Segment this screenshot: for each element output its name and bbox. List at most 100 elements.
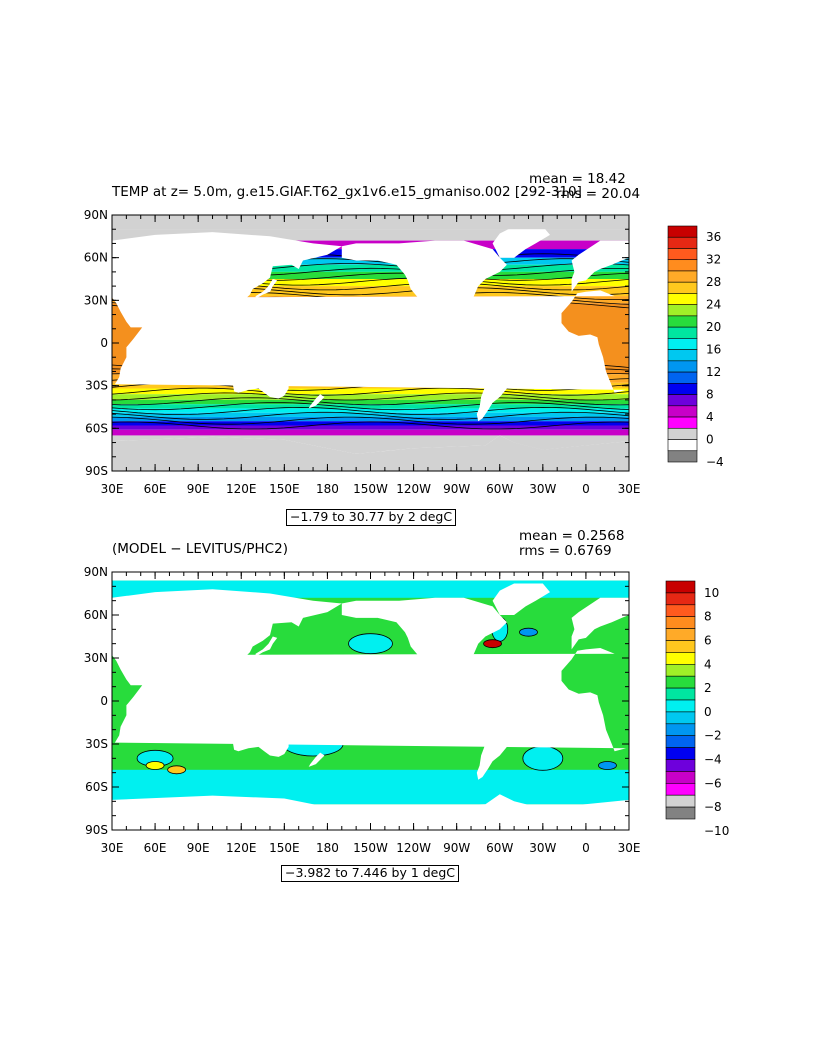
colorbar-swatch: [665, 675, 696, 689]
colorbar-swatch: [667, 394, 698, 407]
lon-label: 0: [582, 841, 590, 855]
lon-label: 30E: [101, 482, 124, 496]
temp-band: [112, 425, 629, 430]
lat-label: 90N: [84, 565, 108, 579]
land-nz: [308, 752, 325, 767]
panel2-range-label: −3.982 to 7.446 by 1 degC: [281, 865, 460, 882]
land-eurasia: [571, 240, 629, 292]
land-nz: [308, 394, 325, 409]
colorbar-swatch: [667, 304, 698, 317]
colorbar-swatch: [665, 771, 696, 784]
colorbar-label: 6: [704, 634, 712, 648]
colorbar-swatch: [667, 259, 698, 272]
temp-band: [112, 416, 629, 422]
lat-label: 0: [100, 694, 108, 708]
colorbar-label: 0: [706, 433, 714, 447]
colorbar-swatch: [667, 349, 698, 362]
colorbar-label: 12: [706, 365, 721, 379]
colorbar-swatch: [665, 640, 696, 653]
temp-band: [112, 279, 629, 287]
colorbar-swatch: [667, 383, 698, 395]
panel2-colorbar: [665, 580, 696, 820]
land-americas_north: [341, 597, 507, 690]
land-americas_north: [341, 240, 507, 332]
contour-line: [112, 416, 629, 425]
panel1-colorbar: [667, 225, 698, 463]
temp-band: [112, 404, 629, 409]
contour-line: [112, 421, 629, 430]
land-africa: [112, 290, 627, 393]
temp-band: [112, 421, 629, 426]
lon-label: 30W: [529, 841, 556, 855]
colorbar-swatch: [667, 405, 698, 418]
lon-label: 60E: [144, 841, 167, 855]
temp-band: [112, 286, 629, 297]
lat-label: 30S: [85, 737, 108, 751]
land-japan: [255, 636, 278, 657]
colorbar-label: −2: [704, 729, 722, 743]
colorbar-swatch: [667, 360, 698, 373]
colorbar-label: 0: [704, 705, 712, 719]
colorbar-swatch: [667, 416, 698, 429]
colorbar-swatch: [665, 782, 696, 796]
contour-line: [112, 402, 629, 411]
colorbar-swatch: [665, 616, 696, 629]
temp-band: [112, 408, 629, 413]
colorbar-swatch: [665, 687, 696, 701]
colorbar-swatch: [665, 723, 696, 736]
land-madagascar: [130, 362, 141, 379]
colorbar-swatch: [667, 293, 698, 305]
lon-label: 180: [316, 482, 339, 496]
colorbar-label: 4: [704, 657, 712, 671]
antarctic-ice: [112, 435, 629, 471]
colorbar-swatch: [665, 699, 696, 713]
temp-band: [112, 388, 629, 395]
diff-hotspot: [167, 765, 187, 775]
lon-label: 150W: [353, 841, 388, 855]
colorbar-swatch: [665, 592, 696, 606]
lon-label: 60E: [144, 482, 167, 496]
land-eurasia: [571, 597, 629, 650]
colorbar-label: −6: [704, 776, 722, 790]
lon-label: 30W: [529, 482, 556, 496]
temp-band: [112, 229, 629, 241]
panel2-title: (MODEL − LEVITUS/PHC2): [112, 541, 288, 557]
lon-label: 150W: [353, 482, 388, 496]
colorbar-label: 28: [706, 275, 721, 289]
temp-band: [112, 271, 629, 279]
lat-label: 0: [100, 336, 108, 350]
colorbar-label: −4: [706, 455, 724, 469]
temp-band: [112, 394, 629, 400]
lat-label: 90N: [84, 208, 108, 222]
lat-label: 60N: [84, 608, 108, 622]
lon-label: 0: [582, 482, 590, 496]
lon-label: 30E: [101, 841, 124, 855]
panel2-field: [112, 580, 629, 830]
lon-label: 120E: [226, 841, 257, 855]
lat-label: 90S: [85, 823, 108, 837]
land-greenland: [492, 583, 550, 615]
lon-label: 30E: [618, 841, 641, 855]
contour-line: [112, 397, 629, 406]
panel1-field: [112, 215, 629, 471]
lon-label: 150E: [269, 841, 300, 855]
colorbar-swatch: [665, 711, 696, 725]
lon-label: 90E: [187, 841, 210, 855]
contour-line: [112, 411, 629, 420]
diff-anomaly: [522, 745, 564, 771]
lon-label: 90W: [443, 482, 470, 496]
lon-label: 60W: [486, 482, 513, 496]
colorbar-swatch: [665, 794, 696, 808]
colorbar-label: −4: [704, 753, 722, 767]
diff-anomaly: [348, 633, 393, 655]
panel1-mean: mean = 18.42: [529, 171, 626, 187]
lon-label: 90E: [187, 482, 210, 496]
lon-label: 120E: [226, 482, 257, 496]
lat-label: 30N: [84, 651, 108, 665]
lon-label: 180: [316, 841, 339, 855]
land-antarctica: [112, 794, 629, 830]
colorbar-swatch: [667, 326, 698, 339]
contour-line: [112, 406, 629, 415]
colorbar-label: 8: [704, 610, 712, 624]
